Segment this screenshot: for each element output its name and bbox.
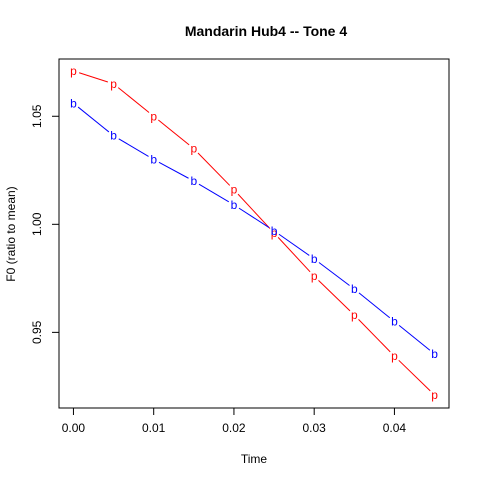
- series-p-point: p: [150, 109, 157, 123]
- x-axis-label: Time: [241, 452, 268, 466]
- series-b-segment: [278, 233, 310, 256]
- series-p-segment: [78, 72, 109, 83]
- x-tick-label: 0.00: [62, 421, 86, 435]
- series-b-point: b: [391, 315, 398, 329]
- y-axis: 0.95 1.00 1.05: [30, 104, 60, 344]
- series-p-point: p: [351, 308, 358, 322]
- series-p-point: p: [231, 183, 238, 197]
- y-tick-label: 1.00: [30, 212, 44, 236]
- series-b-point: b: [70, 96, 77, 110]
- series-p-segment: [117, 87, 150, 113]
- series-b-point: b: [150, 152, 157, 166]
- series-b-segment: [238, 207, 270, 228]
- series-p-segment: [318, 279, 351, 312]
- series-p-segment: [358, 319, 391, 353]
- series-b-point: b: [271, 224, 278, 238]
- series-p-point: p: [311, 269, 318, 283]
- series-b-point: b: [231, 198, 238, 212]
- series-p-segment: [277, 237, 311, 273]
- series-b-point: b: [431, 347, 438, 361]
- series-b-segment: [398, 324, 431, 351]
- series-p-point: p: [70, 64, 77, 78]
- series-b-point: b: [110, 129, 117, 143]
- series-p-point: p: [431, 388, 438, 402]
- series-b-segment: [358, 292, 391, 319]
- series-p-point: p: [391, 349, 398, 363]
- x-tick-label: 0.01: [142, 421, 166, 435]
- series-b-point: b: [311, 252, 318, 266]
- x-axis: 0.00 0.01 0.02 0.03 0.04: [62, 407, 407, 435]
- series-p-segment: [237, 193, 271, 229]
- series-b-point: b: [190, 174, 197, 188]
- y-tick-label: 1.05: [30, 104, 44, 128]
- series-b-segment: [198, 183, 230, 203]
- series-b-segment: [77, 106, 110, 133]
- series-b-segment: [158, 161, 189, 179]
- x-tick-label: 0.02: [222, 421, 246, 435]
- series-b-segment: [118, 138, 149, 157]
- chart-title: Mandarin Hub4 -- Tone 4: [185, 23, 348, 39]
- series-p-point: p: [190, 142, 197, 156]
- x-tick-label: 0.03: [303, 421, 327, 435]
- series-p-segment: [158, 119, 190, 146]
- series-b-point: b: [351, 282, 358, 296]
- series-p-point: p: [271, 226, 278, 240]
- series-p-point: p: [110, 77, 117, 91]
- series-p-segment: [398, 359, 431, 392]
- y-tick-label: 0.95: [30, 320, 44, 344]
- x-tick-label: 0.04: [383, 421, 407, 435]
- y-axis-label: F0 (ratio to mean): [4, 186, 18, 281]
- series-b-segment: [318, 262, 350, 286]
- series-p-segment: [197, 152, 231, 186]
